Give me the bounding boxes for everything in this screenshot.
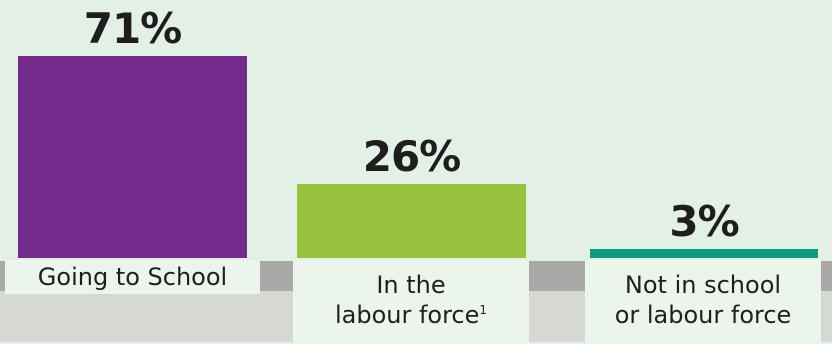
category-label-line: or labour force <box>614 301 792 329</box>
value-label-in-labour-force: 26% <box>362 132 462 182</box>
category-label-going-to-school: Going to School <box>5 260 260 294</box>
category-label-not-in-school-or-labour-force: Not in school or labour force <box>585 260 821 344</box>
category-label-in-labour-force: In the labour force1 <box>293 260 529 344</box>
bar-not-in-school-or-labour-force <box>590 249 818 258</box>
bar-going-to-school <box>18 56 247 258</box>
category-label-line-with-footnote: labour force1 <box>293 300 529 330</box>
value-label-going-to-school: 71% <box>83 4 183 53</box>
category-label-line: Going to School <box>37 263 228 291</box>
bar-in-labour-force <box>297 184 526 258</box>
category-label-line: Not in school <box>624 271 782 299</box>
category-label-line: In the <box>376 271 446 299</box>
footnote-marker: 1 <box>479 303 488 317</box>
category-label-line: labour force <box>334 301 480 329</box>
value-label-not-in-school-or-labour-force: 3% <box>669 197 739 247</box>
